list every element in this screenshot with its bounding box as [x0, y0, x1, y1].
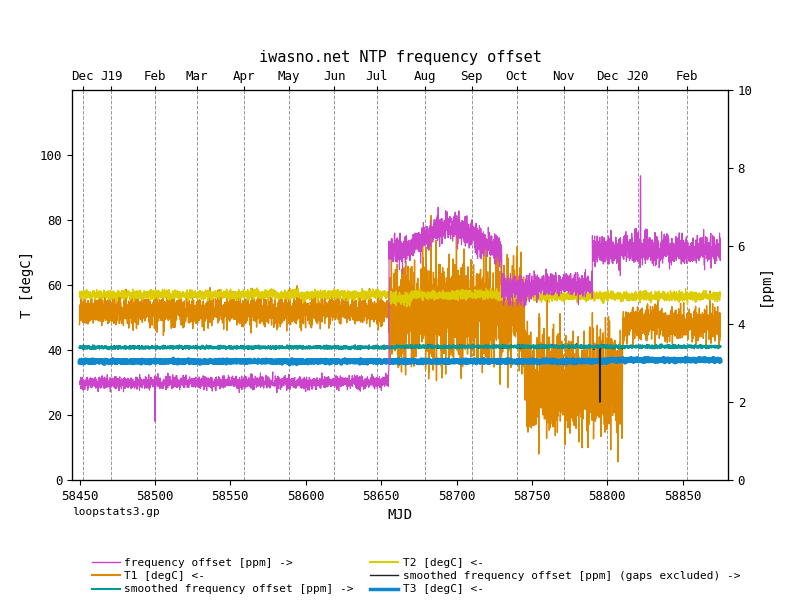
Y-axis label: [ppm]: [ppm]	[758, 264, 772, 306]
X-axis label: MJD: MJD	[387, 508, 413, 522]
Y-axis label: T [degC]: T [degC]	[20, 251, 34, 319]
Title: iwasno.net NTP frequency offset: iwasno.net NTP frequency offset	[258, 50, 542, 65]
Text: loopstats3.gp: loopstats3.gp	[72, 507, 160, 517]
Legend: frequency offset [ppm] ->, T1 [degC] <-, smoothed frequency offset [ppm] ->, T2 : frequency offset [ppm] ->, T1 [degC] <-,…	[92, 558, 740, 595]
